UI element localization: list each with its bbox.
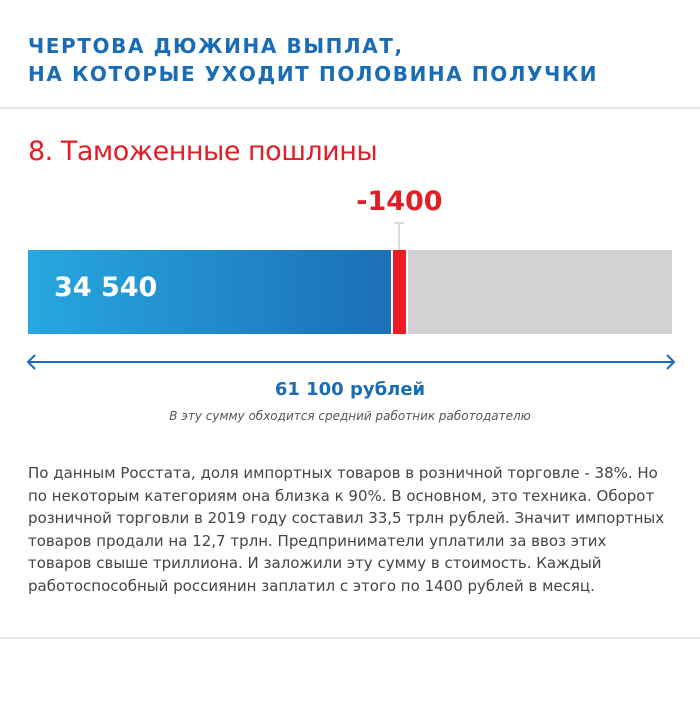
total-label: 61 100 рублей bbox=[274, 379, 426, 400]
bar-segment-remainder bbox=[407, 250, 672, 334]
deduction-pointer-cap bbox=[394, 222, 405, 224]
title-line-1: ЧЕРТОВА ДЮЖИНА ВЫПЛАТ, bbox=[28, 34, 404, 58]
divider-bottom bbox=[0, 637, 700, 639]
body-text: По данным Росстата, доля импортных товар… bbox=[28, 464, 665, 595]
bar-segment-net-salary bbox=[28, 250, 392, 334]
net-salary-label: 34 540 bbox=[54, 272, 158, 303]
deduction-pointer bbox=[398, 224, 401, 250]
deduction-label: -1400 bbox=[356, 186, 443, 217]
total-range-arrow bbox=[26, 354, 676, 370]
section-heading: 8. Таможенные пошлины bbox=[28, 136, 378, 167]
title-line-2: НА КОТОРЫЕ УХОДИТ ПОЛОВИНА ПОЛУЧКИ bbox=[28, 62, 599, 86]
divider-top bbox=[0, 107, 700, 109]
page-title: ЧЕРТОВА ДЮЖИНА ВЫПЛАТ, НА КОТОРЫЕ УХОДИТ… bbox=[28, 32, 598, 88]
bar-segment-customs-duty bbox=[393, 250, 406, 334]
total-caption: В эту сумму обходится средний работник р… bbox=[169, 409, 531, 423]
